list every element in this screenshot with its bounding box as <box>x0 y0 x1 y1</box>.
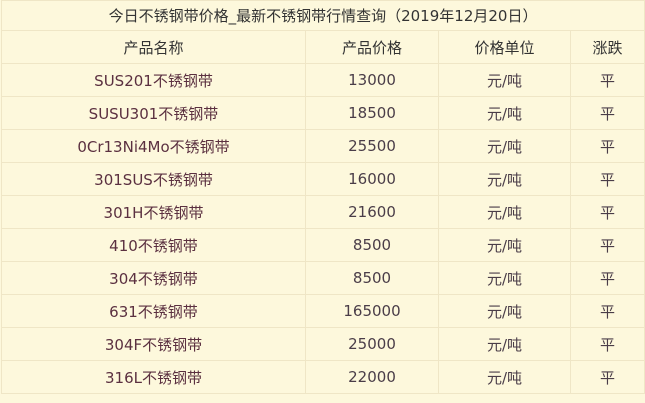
table-row: 0Cr13Ni4Mo不锈钢带 25500 元/吨平 <box>1 129 645 163</box>
table-title-row: 今日不锈钢带价格_最新不锈钢带行情查询（2019年12月20日） <box>0 0 645 31</box>
unit-cell: 元/吨 <box>438 129 571 163</box>
product-name-cell: 410不锈钢带 <box>1 228 306 262</box>
unit-cell: 元/吨 <box>438 195 571 229</box>
change-cell: 平 <box>569 96 645 130</box>
unit-cell: 元/吨 <box>438 261 571 295</box>
unit-cell: 元/吨 <box>438 96 571 130</box>
product-name-cell: SUS201不锈钢带 <box>1 63 306 97</box>
price-cell: 22000 <box>305 360 439 394</box>
header-price-unit: 价格单位 <box>438 30 571 64</box>
product-name-cell: 631不锈钢带 <box>1 294 306 328</box>
header-product-name: 产品名称 <box>1 30 306 64</box>
table-row: 631不锈钢带 165000 元/吨平 <box>1 294 645 328</box>
table-row: 301H不锈钢带 21600 元/吨平 <box>1 195 645 229</box>
product-name-cell: 301SUS不锈钢带 <box>1 162 306 196</box>
price-cell: 13000 <box>305 63 439 97</box>
table-header-row: 产品名称 产品价格 价格单位 涨跌 <box>1 30 645 64</box>
change-cell: 平 <box>569 228 645 262</box>
price-cell: 25500 <box>305 129 439 163</box>
price-cell: 165000 <box>305 294 439 328</box>
table-row: 316L不锈钢带 22000 元/吨平 <box>1 360 645 394</box>
unit-cell: 元/吨 <box>438 327 571 361</box>
price-table: 今日不锈钢带价格_最新不锈钢带行情查询（2019年12月20日） 产品名称 产品… <box>0 0 645 394</box>
price-cell: 25000 <box>305 327 439 361</box>
header-product-price: 产品价格 <box>305 30 439 64</box>
product-name-cell: 304F不锈钢带 <box>1 327 306 361</box>
table-row: 304F不锈钢带 25000 元/吨平 <box>1 327 645 361</box>
unit-cell: 元/吨 <box>438 360 571 394</box>
product-name-cell: 0Cr13Ni4Mo不锈钢带 <box>1 129 306 163</box>
change-cell: 平 <box>569 360 645 394</box>
product-name-cell: SUSU301不锈钢带 <box>1 96 306 130</box>
price-cell: 18500 <box>305 96 439 130</box>
change-cell: 平 <box>569 129 645 163</box>
table-row: SUS201不锈钢带 13000 元/吨平 <box>1 63 645 97</box>
change-cell: 平 <box>569 261 645 295</box>
change-cell: 平 <box>569 195 645 229</box>
change-cell: 平 <box>569 63 645 97</box>
change-cell: 平 <box>569 294 645 328</box>
product-name-cell: 304不锈钢带 <box>1 261 306 295</box>
product-name-cell: 316L不锈钢带 <box>1 360 306 394</box>
table-row: 301SUS不锈钢带 16000 元/吨平 <box>1 162 645 196</box>
header-change: 涨跌 <box>569 30 645 64</box>
price-cell: 8500 <box>305 261 439 295</box>
unit-cell: 元/吨 <box>438 294 571 328</box>
unit-cell: 元/吨 <box>438 228 571 262</box>
price-cell: 8500 <box>305 228 439 262</box>
table-row: 410不锈钢带 8500 元/吨平 <box>1 228 645 262</box>
unit-cell: 元/吨 <box>438 63 571 97</box>
price-cell: 16000 <box>305 162 439 196</box>
table-row: SUSU301不锈钢带 18500 元/吨平 <box>1 96 645 130</box>
table-title: 今日不锈钢带价格_最新不锈钢带行情查询（2019年12月20日） <box>0 0 645 31</box>
change-cell: 平 <box>569 162 645 196</box>
unit-cell: 元/吨 <box>438 162 571 196</box>
price-cell: 21600 <box>305 195 439 229</box>
change-cell: 平 <box>569 327 645 361</box>
table-row: 304不锈钢带 8500 元/吨平 <box>1 261 645 295</box>
product-name-cell: 301H不锈钢带 <box>1 195 306 229</box>
